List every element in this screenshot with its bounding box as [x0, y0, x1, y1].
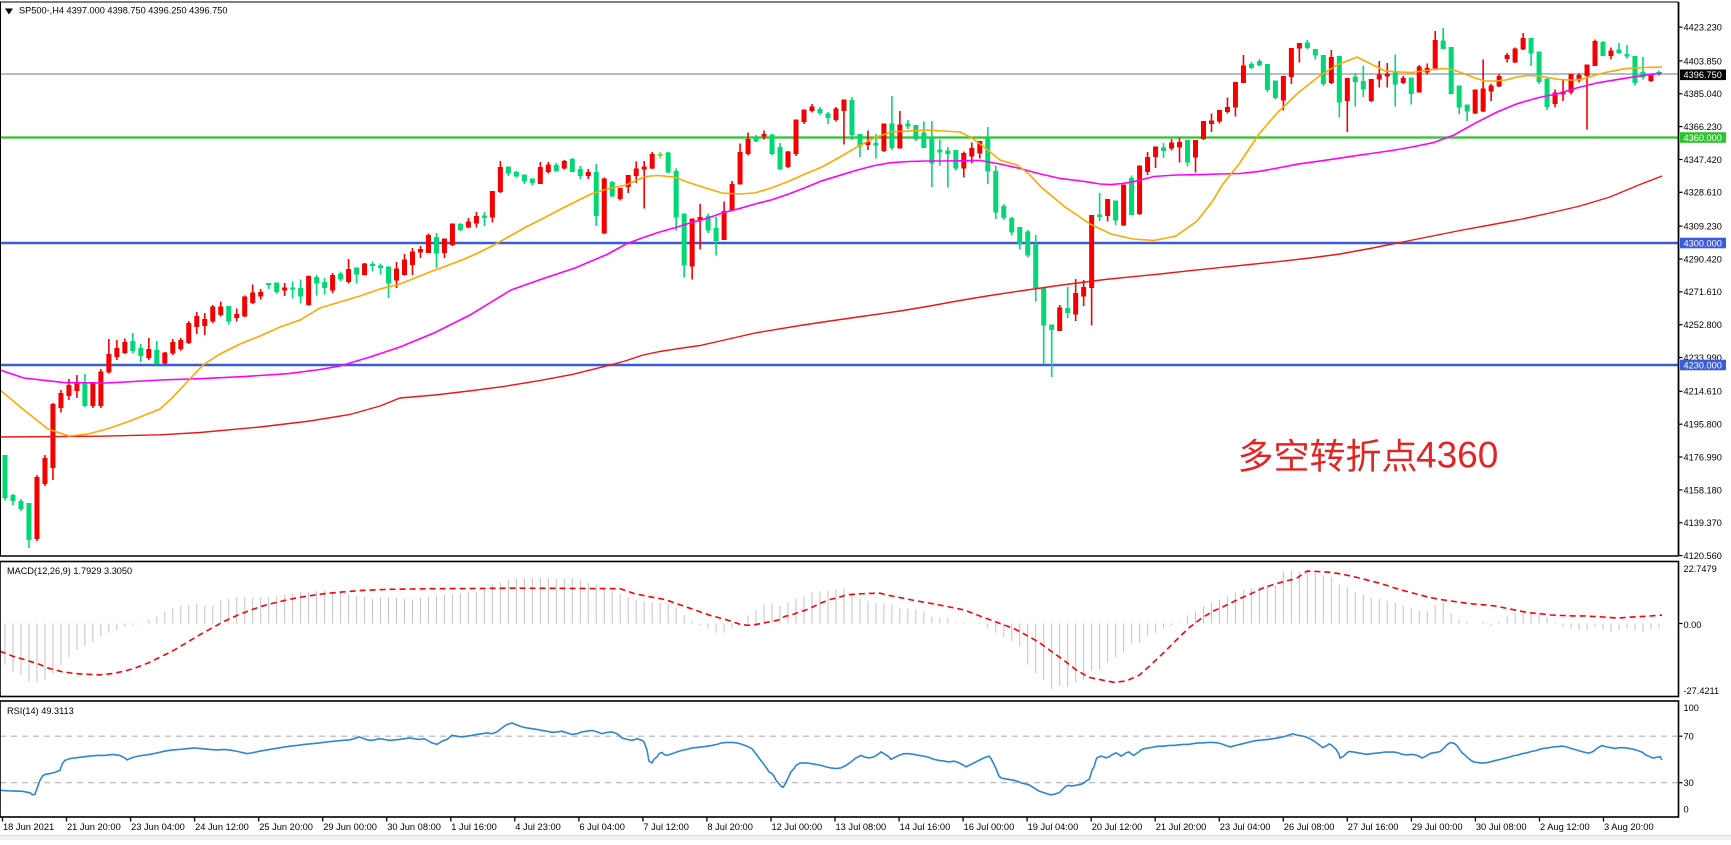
svg-text:4360: 4360	[1416, 435, 1498, 476]
svg-text:13 Jul 08:00: 13 Jul 08:00	[836, 822, 887, 832]
svg-text:4300.000: 4300.000	[1684, 238, 1722, 248]
svg-text:23 Jun 04:00: 23 Jun 04:00	[131, 822, 185, 832]
svg-text:21 Jun 20:00: 21 Jun 20:00	[67, 822, 121, 832]
svg-text:4214.610: 4214.610	[1684, 387, 1722, 397]
svg-text:14 Jul 16:00: 14 Jul 16:00	[900, 822, 951, 832]
svg-text:7 Jul 12:00: 7 Jul 12:00	[643, 822, 689, 832]
svg-text:4360.000: 4360.000	[1684, 133, 1722, 143]
svg-text:4385.040: 4385.040	[1684, 89, 1722, 99]
svg-text:4271.610: 4271.610	[1684, 287, 1722, 297]
svg-text:3 Aug 20:00: 3 Aug 20:00	[1604, 822, 1654, 832]
svg-text:23 Jul 04:00: 23 Jul 04:00	[1220, 822, 1271, 832]
svg-text:4158.180: 4158.180	[1684, 485, 1722, 495]
svg-text:27 Jul 16:00: 27 Jul 16:00	[1348, 822, 1399, 832]
svg-text:4290.420: 4290.420	[1684, 254, 1722, 264]
svg-text:6 Jul 04:00: 6 Jul 04:00	[579, 822, 625, 832]
svg-text:8 Jul 20:00: 8 Jul 20:00	[707, 822, 753, 832]
svg-text:100: 100	[1684, 703, 1699, 713]
svg-text:4176.990: 4176.990	[1684, 452, 1722, 462]
svg-text:4230.000: 4230.000	[1684, 360, 1722, 370]
svg-text:MACD(12,26,9) 1.7929 3.3050: MACD(12,26,9) 1.7929 3.3050	[7, 566, 132, 576]
svg-text:4396.750: 4396.750	[1684, 70, 1722, 80]
svg-text:4328.610: 4328.610	[1684, 188, 1722, 198]
svg-text:20 Jul 12:00: 20 Jul 12:00	[1092, 822, 1143, 832]
svg-text:24 Jun 12:00: 24 Jun 12:00	[195, 822, 249, 832]
svg-text:1 Jul 16:00: 1 Jul 16:00	[451, 822, 497, 832]
svg-text:4120.560: 4120.560	[1684, 551, 1722, 561]
svg-text:21 Jul 20:00: 21 Jul 20:00	[1156, 822, 1207, 832]
svg-text:SP500-,H4 4397.000 4398.750 4: SP500-,H4 4397.000 4398.750 4396.250 439…	[19, 6, 227, 16]
svg-text:4139.370: 4139.370	[1684, 518, 1722, 528]
svg-text:4403.850: 4403.850	[1684, 56, 1722, 66]
svg-text:29 Jul 00:00: 29 Jul 00:00	[1412, 822, 1463, 832]
svg-text:29 Jun 00:00: 29 Jun 00:00	[323, 822, 377, 832]
svg-text:0: 0	[1684, 804, 1689, 814]
svg-text:4233.990: 4233.990	[1684, 353, 1722, 363]
svg-text:16 Jul 00:00: 16 Jul 00:00	[964, 822, 1015, 832]
svg-text:4347.420: 4347.420	[1684, 155, 1722, 165]
svg-text:4252.800: 4252.800	[1684, 320, 1722, 330]
svg-text:22.7479: 22.7479	[1684, 564, 1717, 574]
svg-text:RSI(14) 49.3113: RSI(14) 49.3113	[7, 706, 74, 716]
svg-text:30: 30	[1684, 778, 1694, 788]
svg-text:19 Jul 04:00: 19 Jul 04:00	[1028, 822, 1079, 832]
svg-text:18 Jun 2021: 18 Jun 2021	[3, 822, 54, 832]
svg-text:4 Jul 23:00: 4 Jul 23:00	[515, 822, 561, 832]
svg-text:4423.230: 4423.230	[1684, 23, 1722, 33]
svg-text:25 Jun 20:00: 25 Jun 20:00	[259, 822, 313, 832]
svg-text:4309.230: 4309.230	[1684, 222, 1722, 232]
svg-text:30 Jul 08:00: 30 Jul 08:00	[1476, 822, 1527, 832]
svg-text:30 Jun 08:00: 30 Jun 08:00	[387, 822, 441, 832]
svg-text:26 Jul 08:00: 26 Jul 08:00	[1284, 822, 1335, 832]
svg-text:4195.800: 4195.800	[1684, 420, 1722, 430]
svg-text:70: 70	[1684, 732, 1694, 742]
svg-text:4366.230: 4366.230	[1684, 122, 1722, 132]
svg-text:-27.4211: -27.4211	[1684, 686, 1720, 696]
svg-text:2 Aug 12:00: 2 Aug 12:00	[1540, 822, 1590, 832]
svg-text:12 Jul 00:00: 12 Jul 00:00	[772, 822, 823, 832]
svg-text:0.00: 0.00	[1684, 620, 1702, 630]
